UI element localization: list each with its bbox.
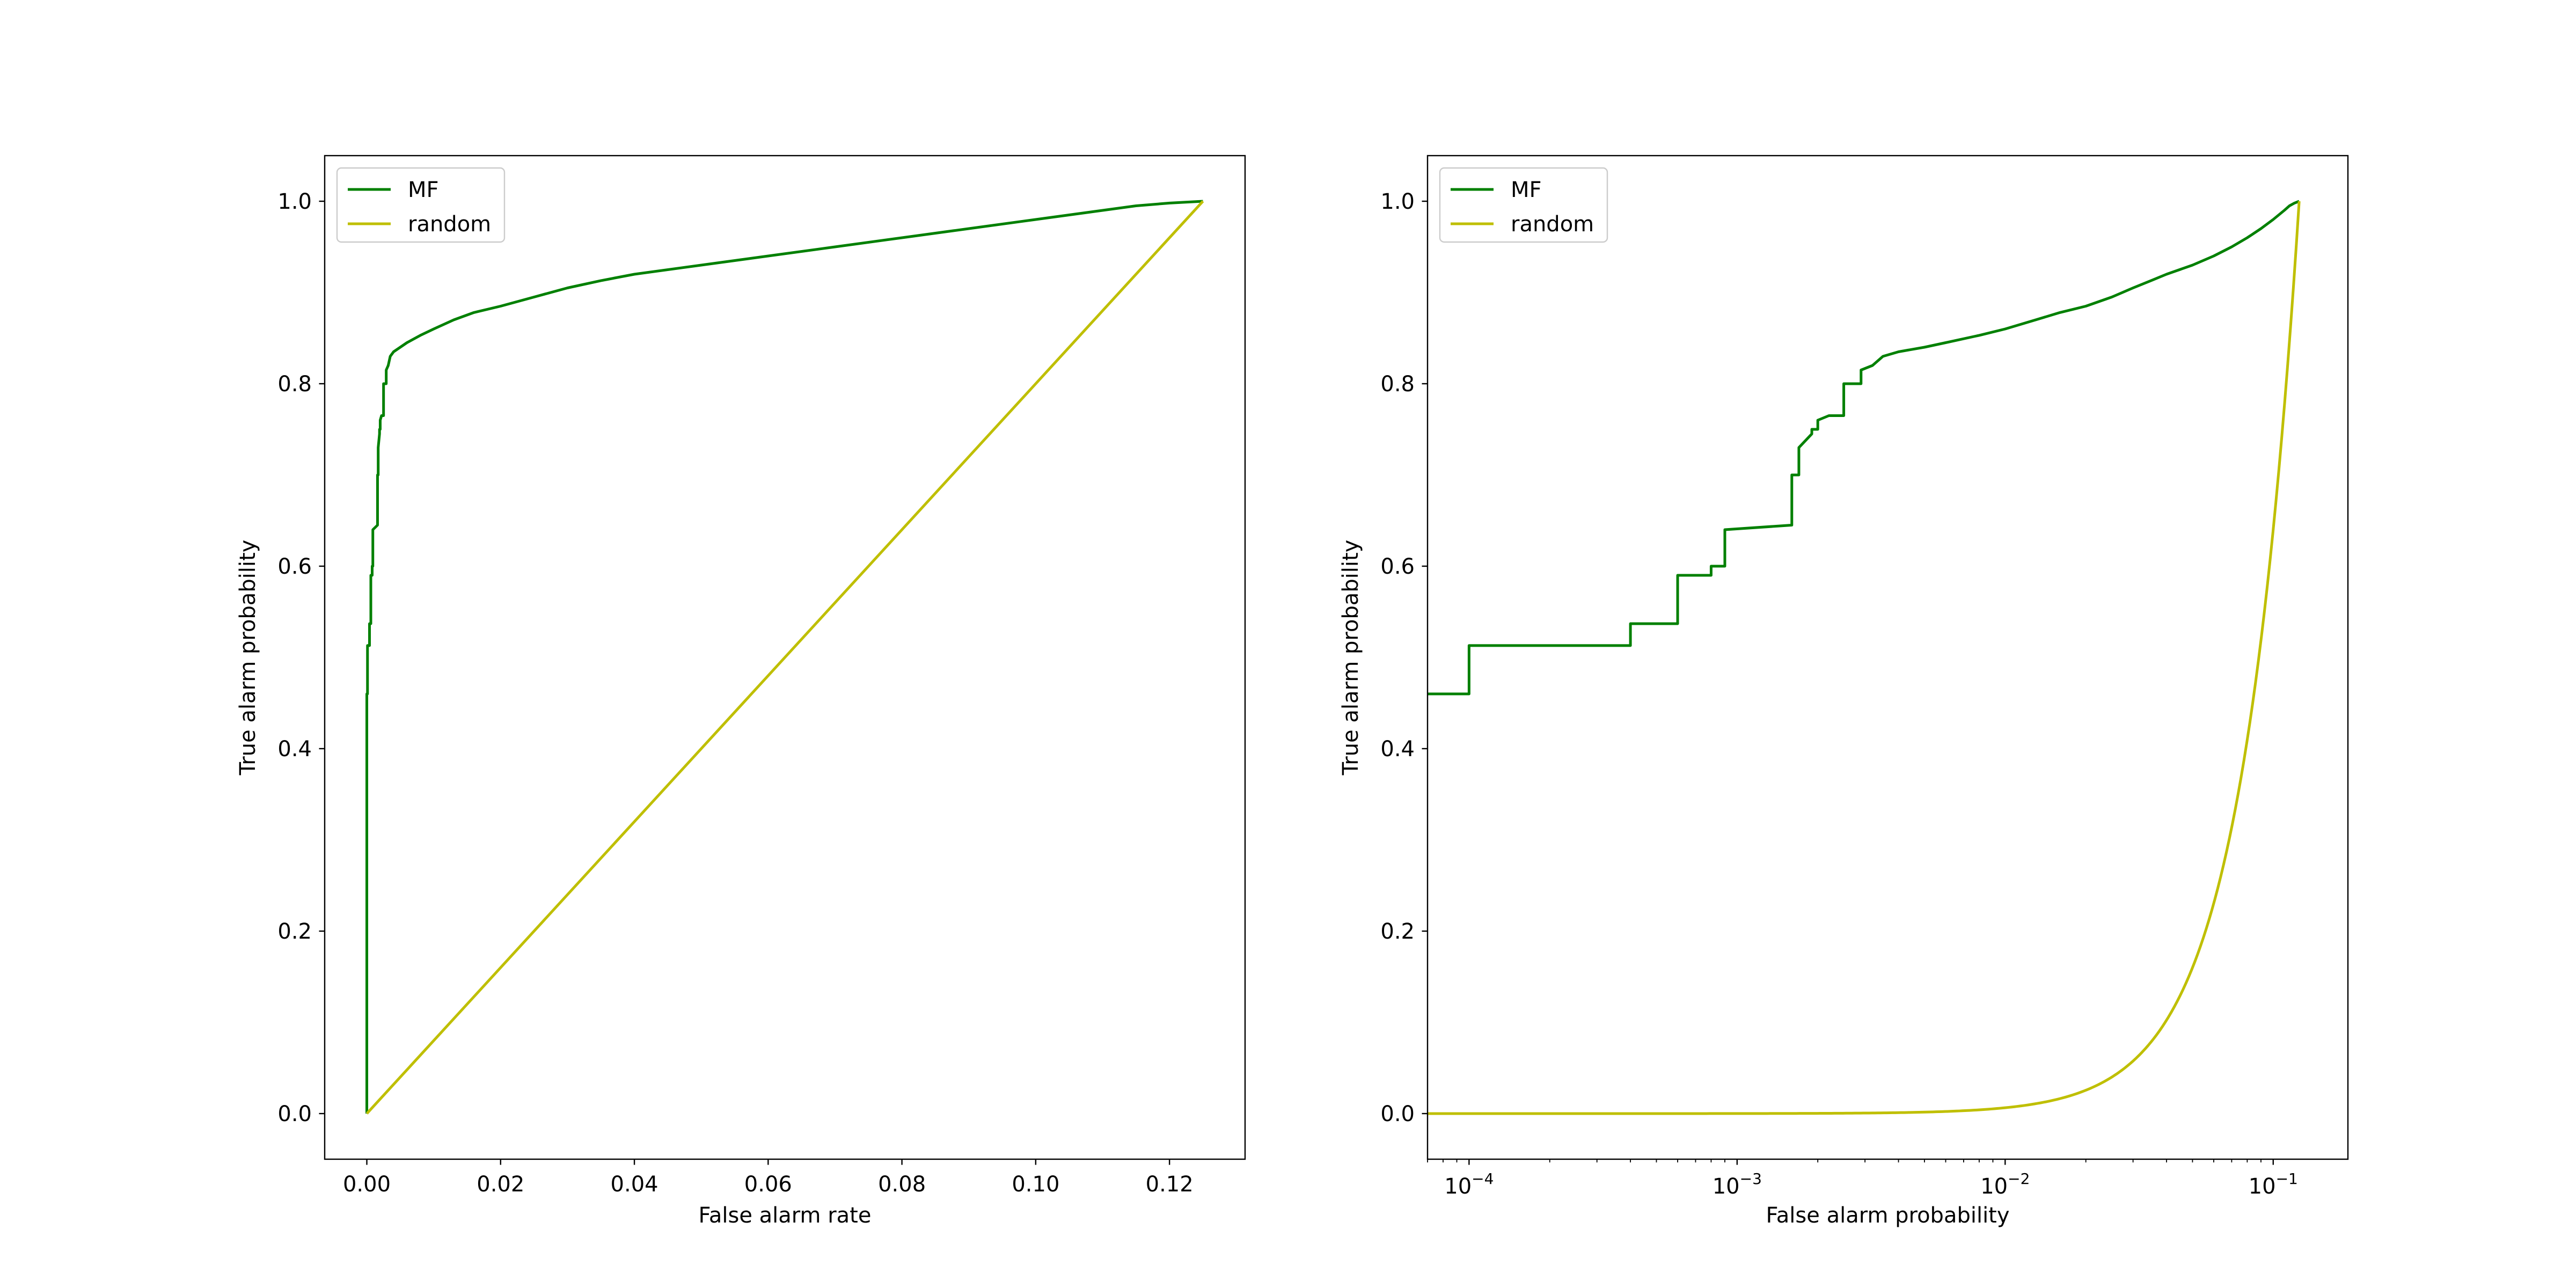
x-tick-label: 0.12 [1146, 1172, 1194, 1197]
roc-log-panel: 10−4 10−3 10−2 10−1 0.0 0.2 0.4 0.6 0.8 1.0 False … [1338, 155, 2349, 1228]
y-tick-label: 0.4 [1380, 737, 1415, 762]
legend-label-mf: MF [408, 178, 439, 202]
y-tick-label: 0.6 [277, 554, 312, 579]
series-line-random [365, 200, 1204, 1115]
y-tick-label: 0.0 [1380, 1102, 1415, 1126]
x-axis-label: False alarm rate [699, 1203, 872, 1228]
x-tick-label: 10−4 [1444, 1170, 1494, 1199]
x-tick-label: 0.10 [1012, 1172, 1059, 1197]
y-axis-label: True alarm probability [236, 540, 260, 776]
x-tick-label: 0.02 [477, 1172, 524, 1197]
x-tick-label: 0.04 [611, 1172, 658, 1197]
legend-label-random: random [1511, 212, 1594, 237]
x-tick-label: 10−1 [2249, 1170, 2298, 1199]
y-tick-label: 0.2 [277, 919, 312, 944]
y-axis-label: True alarm probability [1338, 540, 1363, 776]
axes-frame [1426, 155, 2349, 1160]
series-group [1428, 200, 2301, 1115]
x-axis-label: False alarm probability [1766, 1203, 2009, 1228]
y-tick-label: 0.2 [1380, 919, 1415, 944]
roc-linear-panel: 0.00 0.02 0.04 0.06 0.08 0.10 0.12 0.0 0.2 0.4 0.6… [236, 155, 1246, 1228]
y-tick-label: 0.8 [277, 372, 312, 397]
y-tick-label: 0.0 [277, 1102, 312, 1126]
legend-label-mf: MF [1511, 178, 1542, 202]
axes-frame [324, 155, 1246, 1160]
x-tick-label: 0.00 [343, 1172, 391, 1197]
x-tick-label: 0.06 [744, 1172, 792, 1197]
legend: MF random [336, 167, 506, 243]
y-tick-label: 0.6 [1380, 554, 1415, 579]
legend-label-random: random [408, 212, 491, 237]
x-tick-label: 0.08 [878, 1172, 926, 1197]
y-tick-label: 0.4 [277, 737, 312, 762]
y-tick-label: 1.0 [277, 189, 312, 214]
x-tick-label: 10−2 [1980, 1170, 2030, 1199]
series-group [365, 200, 1204, 1115]
y-tick-label: 1.0 [1380, 189, 1415, 214]
series-line-mf [365, 200, 1203, 1114]
y-tick-label: 0.8 [1380, 372, 1415, 397]
series-line-mf [1428, 200, 2300, 696]
legend: MF random [1439, 167, 1608, 243]
series-line-random [1428, 201, 2301, 1115]
x-tick-label: 10−3 [1713, 1170, 1762, 1199]
